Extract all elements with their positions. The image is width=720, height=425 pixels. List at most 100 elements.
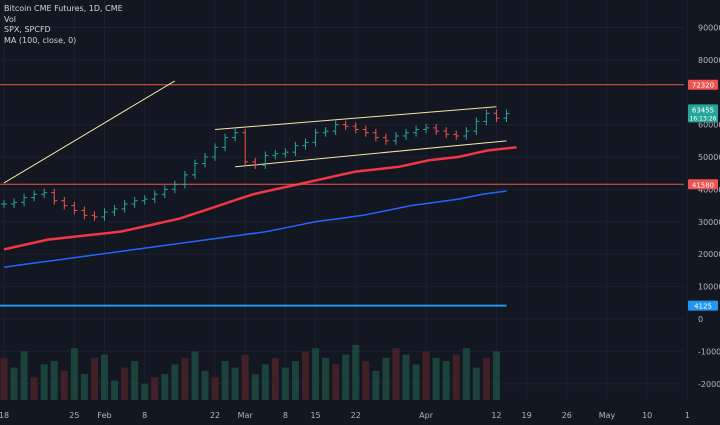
volume-bar [442, 361, 450, 400]
ohlc-bar [171, 180, 178, 194]
ohlc-bar [11, 198, 18, 208]
price-tick-label: 40000 [698, 185, 720, 194]
price-tick-label: 20000 [698, 250, 720, 259]
ohlc-bar [41, 188, 48, 199]
ohlc-bar [71, 201, 78, 215]
ohlc-bar [232, 128, 239, 142]
ohlc-bar [91, 211, 98, 221]
ohlc-bar [21, 193, 28, 207]
volume-bar [60, 370, 68, 400]
ohlc-bar [151, 190, 158, 204]
ma-line [3, 146, 517, 251]
volume-bar [171, 364, 179, 400]
ohlc-bar [191, 159, 198, 179]
time-tick-label: 26 [562, 411, 572, 420]
ohlc-bar [131, 196, 138, 208]
time-axis: 18 25 Feb 8 22 Mar 8 15 22 Apr 12 19 26 May 10 1 [0, 411, 690, 420]
volume-bar [231, 367, 239, 400]
spx-line [3, 190, 507, 268]
volume-bar [121, 367, 129, 400]
resistance-badge-label: 72320 [692, 82, 714, 90]
time-tick-label: 15 [310, 411, 320, 420]
ohlc-bar [222, 133, 229, 152]
time-tick-label: 1 [685, 411, 690, 420]
ohlc-bar [453, 130, 460, 140]
volume-bar [20, 351, 28, 400]
volume-bar [50, 361, 58, 400]
price-tick-label: 80000 [698, 56, 720, 65]
volume-bar [332, 364, 340, 400]
ohlc-bar [242, 128, 249, 166]
volume-bar [412, 364, 420, 400]
volume-badge-label: 4125 [694, 303, 712, 311]
volume-bar [492, 351, 500, 400]
legend-compare: SPX, SPCFD [4, 25, 51, 34]
ohlc-bar [342, 120, 349, 131]
ohlc-bar [202, 153, 208, 168]
ohlc-bar [302, 138, 309, 150]
ohlc-bar [282, 148, 289, 158]
time-tick-label: 8 [283, 411, 288, 420]
ohlc-bar [252, 157, 259, 170]
ohlc-bar [61, 196, 68, 210]
volume-bar [271, 357, 279, 400]
ohlc-bar [31, 190, 38, 202]
price-tick-label: 50000 [698, 153, 720, 162]
ohlc-bar [483, 109, 490, 126]
price-tick-label: 90000 [698, 23, 720, 32]
volume-bar [0, 357, 8, 400]
ohlc-bar [141, 195, 148, 205]
time-tick-label: 10 [642, 411, 652, 420]
legend-vol: Vol [4, 14, 16, 24]
ohlc-bar [262, 151, 269, 170]
volume-bar [362, 361, 370, 400]
volume-bar [111, 380, 119, 400]
volume-bar [131, 361, 139, 400]
volume-badge-bg [688, 300, 718, 311]
ohlc-bar [413, 125, 420, 137]
volume-bar [241, 354, 249, 400]
volume-bar [342, 354, 350, 400]
volume-bar [40, 364, 48, 400]
ohlc-bar [382, 133, 389, 145]
volume-bar [151, 377, 159, 400]
ohlc-bar [101, 208, 108, 221]
time-tick-label: 12 [491, 411, 501, 420]
trendline [215, 106, 497, 130]
ohlc-bar [81, 206, 88, 220]
volume-bar [472, 367, 480, 400]
volume-bar [392, 348, 400, 400]
ohlc-bar [111, 204, 118, 216]
ohlc-bar [312, 128, 319, 147]
time-tick-label: 22 [351, 411, 361, 420]
ohlc-bar [463, 127, 470, 140]
ohlc-bar [1, 200, 7, 208]
time-tick-label: 18 [0, 411, 9, 420]
ohlc-bar [423, 123, 430, 134]
volume-bar [201, 370, 209, 400]
ohlc-bar [272, 149, 279, 160]
ohlc-bar [212, 143, 219, 161]
volume-bar [90, 357, 98, 400]
volume-bar [30, 377, 38, 400]
volume-bar [382, 357, 390, 400]
last-price-badge-bg [688, 104, 718, 123]
ohlc-bar [362, 125, 369, 137]
price-series [1, 109, 510, 221]
ohlc-bar [352, 122, 359, 134]
support-badge-bg [688, 179, 718, 190]
ohlc-bar [51, 188, 58, 205]
time-tick-label: 8 [142, 411, 147, 420]
volume-bars [0, 344, 500, 400]
price-tick-label: -20000 [698, 380, 720, 389]
trendlines [3, 80, 507, 184]
ohlc-bar [443, 127, 450, 139]
ohlc-bar [403, 128, 409, 140]
ohlc-bar [121, 200, 128, 213]
ohlc-bar [503, 109, 510, 123]
volume-bar [70, 348, 78, 400]
